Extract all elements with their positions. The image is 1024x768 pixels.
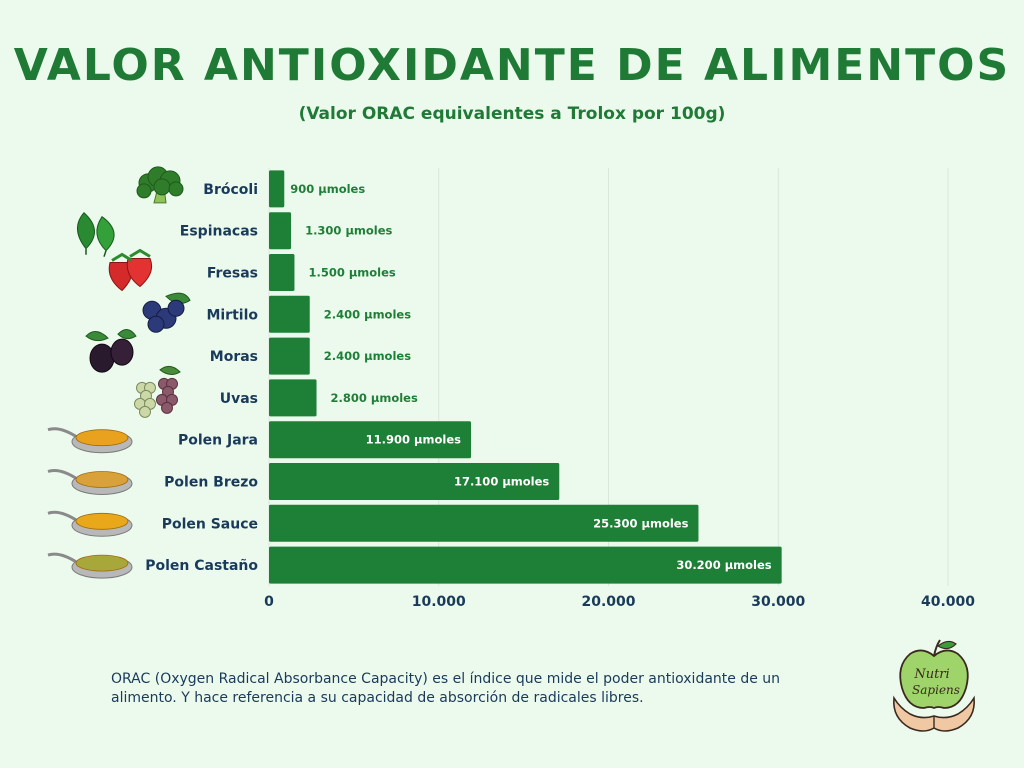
category-icons bbox=[47, 166, 191, 579]
x-tick-label: 20.000 bbox=[581, 594, 635, 610]
category-label: Polen Jara bbox=[178, 433, 258, 449]
data-label: 1.500 µmoles bbox=[308, 266, 395, 280]
data-label: 1.300 µmoles bbox=[305, 224, 392, 238]
data-label: 30.200 µmoles bbox=[676, 558, 771, 572]
logo-line2: Sapiens bbox=[912, 683, 960, 697]
page-title: VALOR ANTIOXIDANTE DE ALIMENTOS bbox=[13, 40, 1011, 91]
x-tick-label: 0 bbox=[264, 594, 274, 610]
category-labels: Brócoli 900 µmoles Espinacas 1.300 µmoles Fr… bbox=[145, 182, 772, 574]
bar-chart: Brócoli 900 µmoles Espinacas 1.300 µmoles Fr… bbox=[47, 166, 975, 610]
pollen-spoon-icon bbox=[47, 469, 133, 495]
bar bbox=[269, 379, 317, 417]
category-label: Espinacas bbox=[180, 224, 258, 240]
pollen-spoon-icon bbox=[47, 427, 133, 454]
footnote: ORAC (Oxygen Radical Absorbance Capacity… bbox=[111, 671, 781, 706]
page-subtitle: (Valor ORAC equivalentes a Trolox por 10… bbox=[298, 104, 726, 124]
bars bbox=[269, 170, 782, 584]
bar bbox=[269, 421, 472, 459]
broccoli-icon bbox=[136, 166, 184, 204]
data-label: 2.400 µmoles bbox=[324, 349, 411, 363]
bar bbox=[269, 546, 782, 584]
grapes-icon bbox=[134, 365, 181, 418]
bar bbox=[269, 337, 310, 375]
data-label: 11.900 µmoles bbox=[366, 433, 461, 447]
pollen-spoon-icon bbox=[47, 552, 133, 579]
data-label: 25.300 µmoles bbox=[593, 516, 688, 530]
bar bbox=[269, 170, 285, 208]
x-tick-label: 40.000 bbox=[921, 594, 975, 610]
category-label: Polen Castaño bbox=[145, 558, 258, 574]
data-label: 2.800 µmoles bbox=[331, 391, 418, 405]
category-label: Fresas bbox=[207, 266, 258, 282]
category-label: Uvas bbox=[220, 391, 258, 407]
category-label: Mirtilo bbox=[206, 307, 258, 323]
x-axis-ticks: 0 10.000 20.000 30.000 40.000 bbox=[264, 594, 975, 610]
strawberry-icon bbox=[108, 248, 153, 292]
blueberry-icon bbox=[142, 292, 191, 333]
category-label: Moras bbox=[210, 349, 258, 365]
bar bbox=[269, 212, 292, 250]
x-tick-label: 10.000 bbox=[412, 594, 466, 610]
bar bbox=[269, 463, 560, 500]
data-label: 900 µmoles bbox=[290, 182, 365, 196]
blackberry-icon bbox=[85, 329, 137, 373]
nutri-sapiens-logo: Nutri Sapiens bbox=[893, 639, 975, 732]
bar bbox=[269, 254, 295, 291]
bar bbox=[269, 504, 699, 542]
bar bbox=[269, 295, 310, 333]
spinach-icon bbox=[77, 211, 115, 257]
category-label: Polen Sauce bbox=[162, 516, 258, 532]
data-label: 2.400 µmoles bbox=[324, 307, 411, 321]
data-label: 17.100 µmoles bbox=[454, 475, 549, 489]
category-label: Polen Brezo bbox=[164, 475, 258, 491]
logo-line1: Nutri bbox=[913, 667, 949, 682]
category-label: Brócoli bbox=[203, 182, 258, 198]
pollen-spoon-icon bbox=[47, 510, 133, 537]
x-tick-label: 30.000 bbox=[751, 594, 805, 610]
